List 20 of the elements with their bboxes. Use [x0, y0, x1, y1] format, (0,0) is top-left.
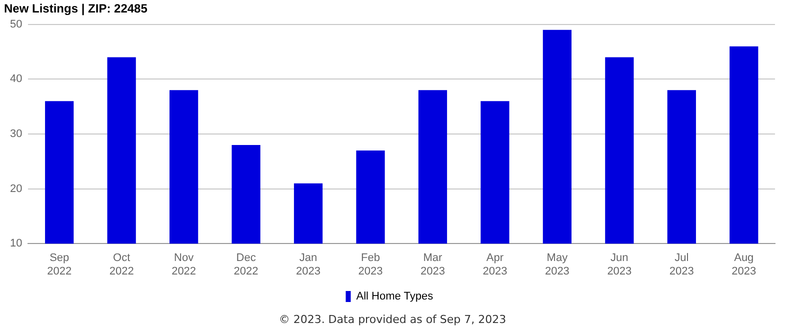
y-tick-label: 40 — [10, 73, 22, 86]
y-tick-label: 50 — [10, 18, 22, 30]
x-tick-label: Nov 2022 — [172, 252, 196, 278]
legend-label: All Home Types — [356, 290, 434, 303]
x-tick-label: Feb 2023 — [358, 252, 383, 278]
y-tick-label: 10 — [10, 238, 22, 250]
text: © 2023. Data provided as of Sep 7, 2023 — [278, 313, 508, 326]
x-tick-label: Jun 2023 — [607, 252, 632, 278]
chart-title: New Listings | ZIP: 22485 — [4, 2, 148, 16]
x-tick-label: Mar 2023 — [420, 252, 445, 278]
x-tick-label: Dec 2022 — [234, 252, 258, 278]
x-tick-label: Jan 2023 — [296, 252, 321, 278]
x-tick-label: Sep 2022 — [47, 252, 72, 278]
x-tick-label: Aug 2023 — [732, 252, 756, 278]
y-tick-label: 20 — [10, 182, 22, 195]
x-tick-label: Apr 2023 — [482, 252, 508, 278]
x-tick-label: Jul 2023 — [669, 252, 694, 278]
x-tick-label: May 2023 — [544, 252, 570, 278]
x-tick-label: Oct 2022 — [109, 252, 134, 278]
y-tick-label: 30 — [10, 128, 22, 140]
